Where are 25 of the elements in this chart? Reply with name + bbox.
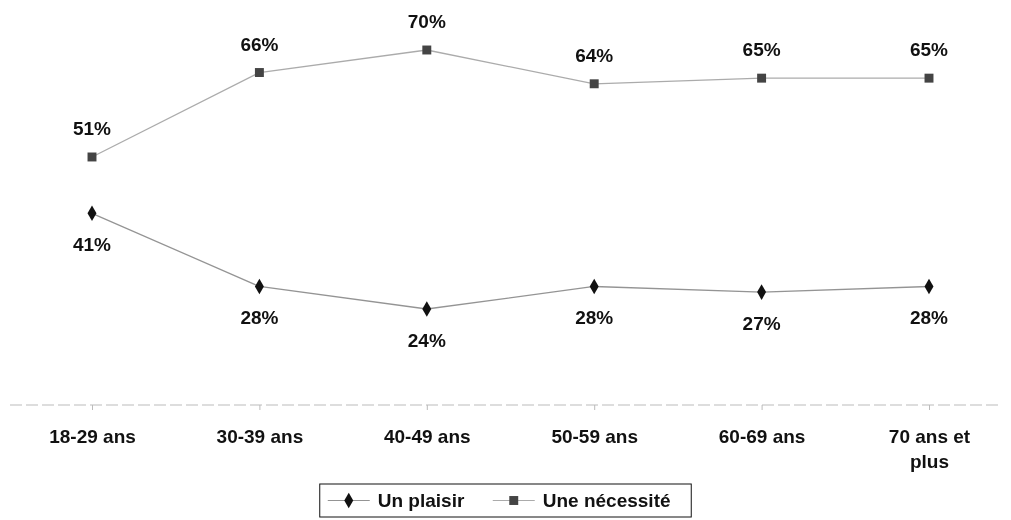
data-label: 24% bbox=[407, 330, 446, 351]
x-tick-label: 70 ans et plus bbox=[888, 426, 971, 473]
data-label: 41% bbox=[72, 234, 112, 256]
x-tick-label: 40-49 ans bbox=[383, 426, 471, 448]
data-label: 70% bbox=[407, 11, 446, 32]
point bbox=[757, 73, 767, 83]
x-tick-label: 30-39 ans bbox=[216, 426, 304, 448]
data-label: 64% bbox=[575, 44, 614, 66]
legend-label: Un plaisir bbox=[377, 490, 465, 511]
x-tick-label: 18-29 ans bbox=[49, 426, 136, 448]
data-label: 28% bbox=[909, 307, 949, 329]
x-tick-label: 60-69 ans bbox=[718, 426, 806, 448]
legend-label: Une nécessité bbox=[542, 490, 671, 511]
data-label: 66% bbox=[240, 33, 279, 55]
data-label: 65% bbox=[742, 39, 781, 61]
data-label: 28% bbox=[240, 307, 279, 329]
point bbox=[254, 68, 264, 77]
x-tick-label: 50-59 ans bbox=[551, 426, 639, 448]
point bbox=[422, 45, 432, 55]
data-label: 28% bbox=[575, 307, 614, 329]
data-label: 65% bbox=[909, 39, 949, 61]
point bbox=[589, 79, 599, 89]
data-label: 27% bbox=[742, 313, 781, 335]
data-label: 51% bbox=[72, 117, 112, 139]
point bbox=[924, 73, 934, 83]
